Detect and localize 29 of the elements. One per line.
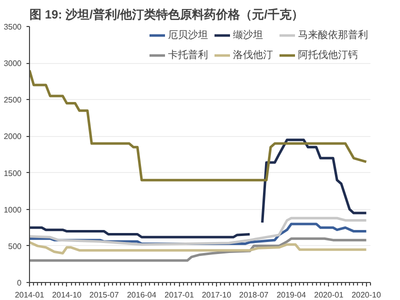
line-series bbox=[30, 241, 368, 254]
legend-label: 卡托普利 bbox=[168, 48, 208, 62]
x-tick-label: 2015-07 bbox=[89, 290, 120, 300]
x-tick-label: 2019-04 bbox=[276, 290, 306, 300]
y-tick-label: 1000 bbox=[4, 205, 22, 214]
x-tick-label: 2014-10 bbox=[52, 290, 82, 300]
legend-label: 阿托伐他汀钙 bbox=[298, 48, 358, 62]
legend-label: 缬沙坦 bbox=[233, 28, 263, 42]
y-tick-label: 500 bbox=[8, 242, 22, 251]
line-series bbox=[30, 69, 368, 182]
line-series bbox=[30, 237, 368, 262]
y-tick-label: 3500 bbox=[4, 22, 22, 32]
y-tick-label: 3000 bbox=[4, 59, 22, 68]
x-tick-label: 2020-10 bbox=[352, 290, 382, 300]
x-tick-label: 2014-01 bbox=[14, 290, 45, 300]
legend-label: 马来酸依那普利 bbox=[298, 28, 368, 42]
x-tick-label: 2018-07 bbox=[239, 290, 270, 300]
legend-label: 洛伐他汀 bbox=[233, 49, 273, 62]
line-series bbox=[30, 216, 368, 246]
x-tick-label: 2020-01 bbox=[314, 290, 344, 300]
y-tick-label: 2500 bbox=[4, 96, 22, 105]
y-tick-label: 1500 bbox=[4, 168, 22, 178]
x-tick-label: 2016-04 bbox=[126, 290, 157, 300]
y-tick-label: 0 bbox=[17, 278, 22, 288]
x-tick-label: 2017-10 bbox=[202, 290, 232, 300]
legend-label: 厄贝沙坦 bbox=[168, 28, 208, 42]
x-tick-label: 2017-01 bbox=[164, 290, 194, 300]
chart-title: 图 19: 沙坦/普利/他汀类特色原料药价格（元/千克） bbox=[30, 8, 304, 22]
y-tick-label: 2000 bbox=[4, 132, 22, 142]
